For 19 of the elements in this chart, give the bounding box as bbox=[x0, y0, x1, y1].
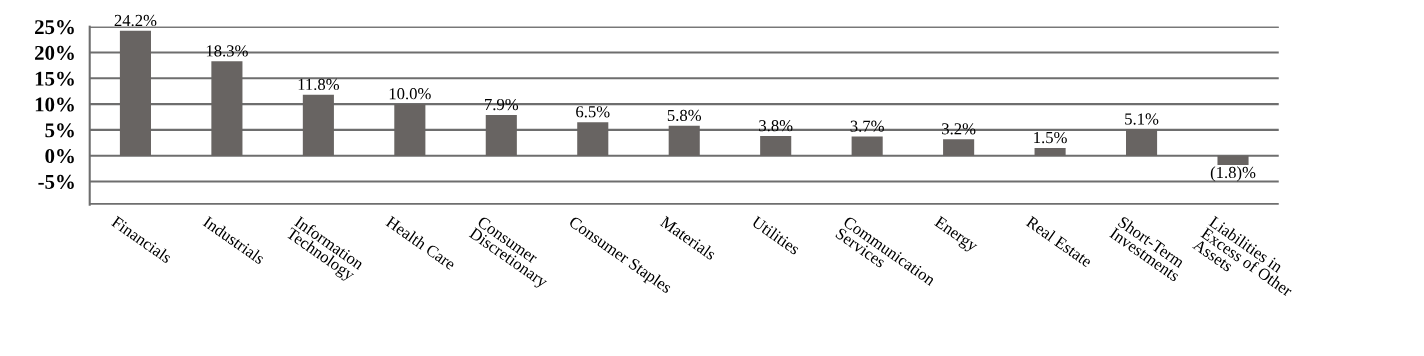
y-tick-label: 0% bbox=[45, 149, 74, 164]
data-label: 1.5% bbox=[1034, 131, 1067, 144]
data-label: 5.8% bbox=[667, 109, 702, 122]
data-label: 3.8% bbox=[759, 120, 793, 132]
data-label: 11.8% bbox=[298, 78, 340, 91]
data-label: (1.8)% bbox=[1210, 166, 1256, 182]
data-label: 3.2% bbox=[942, 123, 976, 135]
data-label: 18.3% bbox=[206, 45, 248, 57]
y-tick-label: 25% bbox=[35, 20, 74, 35]
data-label: 10.0% bbox=[389, 88, 431, 100]
y-tick-label: 10% bbox=[35, 97, 74, 112]
y-tick-label: -5% bbox=[38, 174, 74, 189]
data-label: 7.9% bbox=[485, 98, 519, 111]
y-tick-label: 15% bbox=[35, 71, 74, 86]
y-tick-label: 20% bbox=[35, 45, 74, 60]
data-label: 24.2% bbox=[114, 14, 157, 27]
data-label: 6.5% bbox=[576, 106, 610, 118]
y-tick-label: 5% bbox=[45, 123, 74, 138]
data-label: 5.1% bbox=[1125, 113, 1159, 125]
